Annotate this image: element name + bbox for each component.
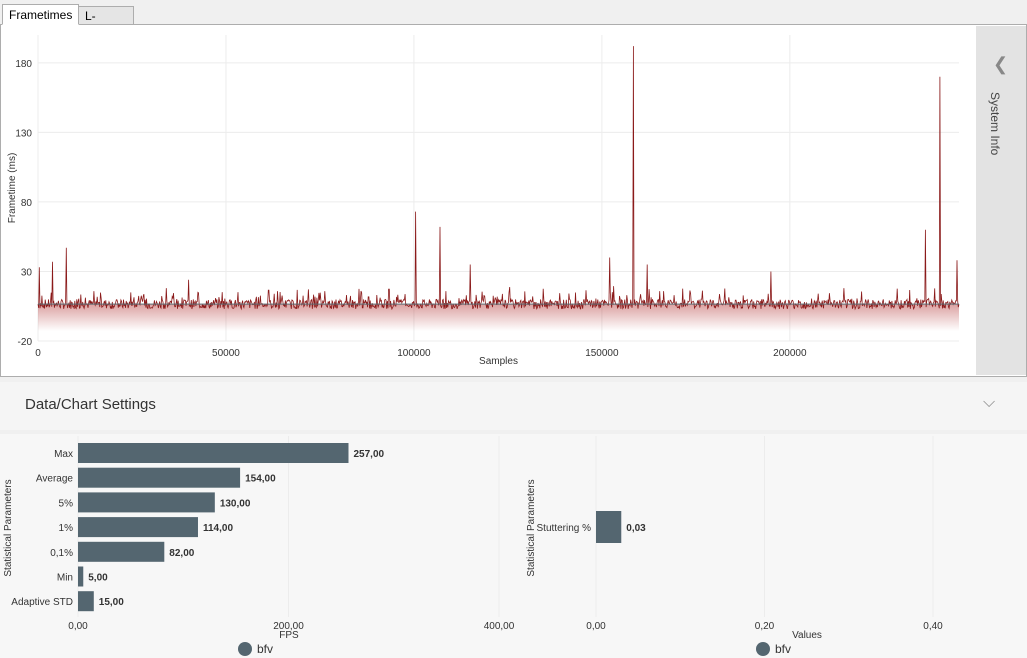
legend-dot: [238, 642, 252, 656]
x-tick-label: 50000: [212, 348, 240, 359]
x-tick-label: 200000: [773, 348, 807, 359]
category-label: 1%: [59, 523, 74, 534]
category-label: Stuttering %: [537, 523, 592, 534]
bar-value-label: 130,00: [220, 498, 251, 509]
y-tick-label: 180: [15, 59, 32, 70]
x-tick-label: 150000: [585, 348, 619, 359]
category-label: Adaptive STD: [11, 597, 73, 608]
tab-frametimes[interactable]: Frametimes: [2, 4, 79, 25]
bar-value-label: 154,00: [245, 474, 276, 485]
bar-value-label: 257,00: [353, 449, 384, 460]
settings-title: Data/Chart Settings: [25, 396, 156, 413]
bar: [78, 566, 84, 587]
tab-l-shape[interactable]: L-shape: [78, 6, 134, 41]
x-tick-label: 0,20: [755, 621, 775, 632]
bar: [78, 517, 198, 538]
bar: [78, 467, 241, 488]
x-axis-title: Samples: [479, 356, 518, 367]
category-label: Average: [36, 474, 74, 485]
bar-value-label: 114,00: [203, 523, 233, 534]
fps-statistics-chart: 0,00 200,00 400,00 FPS Statistical Parameter…: [3, 436, 515, 641]
y-tick-label: -20: [18, 337, 33, 348]
bar-value-label: 5,00: [88, 573, 108, 584]
chevron-down-icon[interactable]: ⌵: [983, 394, 996, 411]
bar: [78, 591, 94, 612]
data-chart-settings-header[interactable]: Data/Chart Settings ⌵: [0, 382, 1027, 430]
bar-value-label: 15,00: [99, 597, 124, 608]
y-tick-label: 30: [21, 267, 33, 278]
legend-fps[interactable]: bfv: [238, 642, 273, 656]
legend-label: bfv: [775, 642, 792, 656]
bar: [78, 492, 215, 513]
x-tick-label: 0: [35, 348, 41, 359]
x-tick-label: 100000: [397, 348, 431, 359]
y-tick-label: 130: [15, 128, 32, 139]
legend-stutter[interactable]: bfv: [756, 642, 791, 656]
x-axis-title: FPS: [279, 630, 299, 641]
system-info-label: System Info: [988, 92, 1002, 156]
x-axis-title: Values: [792, 630, 822, 641]
legend-dot: [756, 642, 770, 656]
category-label: Min: [57, 573, 73, 584]
bar-value-label: 0,03: [626, 523, 646, 534]
frametime-series-line: [37, 46, 960, 311]
y-axis-title: Frametime (ms): [7, 153, 18, 224]
x-tick-label: 0,00: [586, 621, 606, 632]
area-fill: [38, 304, 959, 331]
chevron-left-icon[interactable]: ❮: [993, 54, 1009, 74]
bar: [78, 541, 165, 562]
y-tick-label: 80: [21, 198, 33, 209]
bar-value-label: 82,00: [169, 548, 194, 559]
bar: [78, 443, 349, 463]
stuttering-chart: 0,00 0,20 0,40 Values Statistical Parameters…: [526, 436, 943, 641]
x-tick-label: 0,40: [923, 621, 943, 632]
x-tick-label: 400,00: [484, 621, 515, 632]
bar: [596, 511, 622, 543]
legend-label: bfv: [257, 642, 274, 656]
category-label: Max: [54, 449, 73, 460]
x-tick-label: 200,00: [273, 621, 304, 632]
y-axis-title: Statistical Parameters: [526, 479, 537, 576]
system-info-sidebar[interactable]: ❮ System Info: [976, 26, 1026, 375]
category-label: 0,1%: [50, 548, 73, 559]
x-tick-label: 0,00: [68, 621, 88, 632]
y-axis-title: Statistical Parameters: [3, 479, 14, 576]
category-label: 5%: [59, 498, 74, 509]
frametime-chart: -20 30 80 130 180 0 50000 100000 150000 200000 Sam…: [7, 35, 960, 367]
